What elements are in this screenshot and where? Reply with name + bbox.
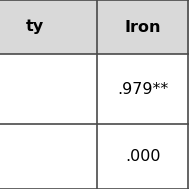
Text: Iron: Iron (125, 19, 161, 35)
Bar (97, 0, 189, 54)
Bar (0, 0, 97, 54)
Text: .000: .000 (125, 149, 161, 164)
Text: ty: ty (26, 19, 44, 35)
Bar (97, 54, 189, 124)
Bar (0, 54, 97, 124)
Text: .979**: .979** (117, 81, 169, 97)
Bar (97, 124, 189, 189)
Bar (0, 124, 97, 189)
